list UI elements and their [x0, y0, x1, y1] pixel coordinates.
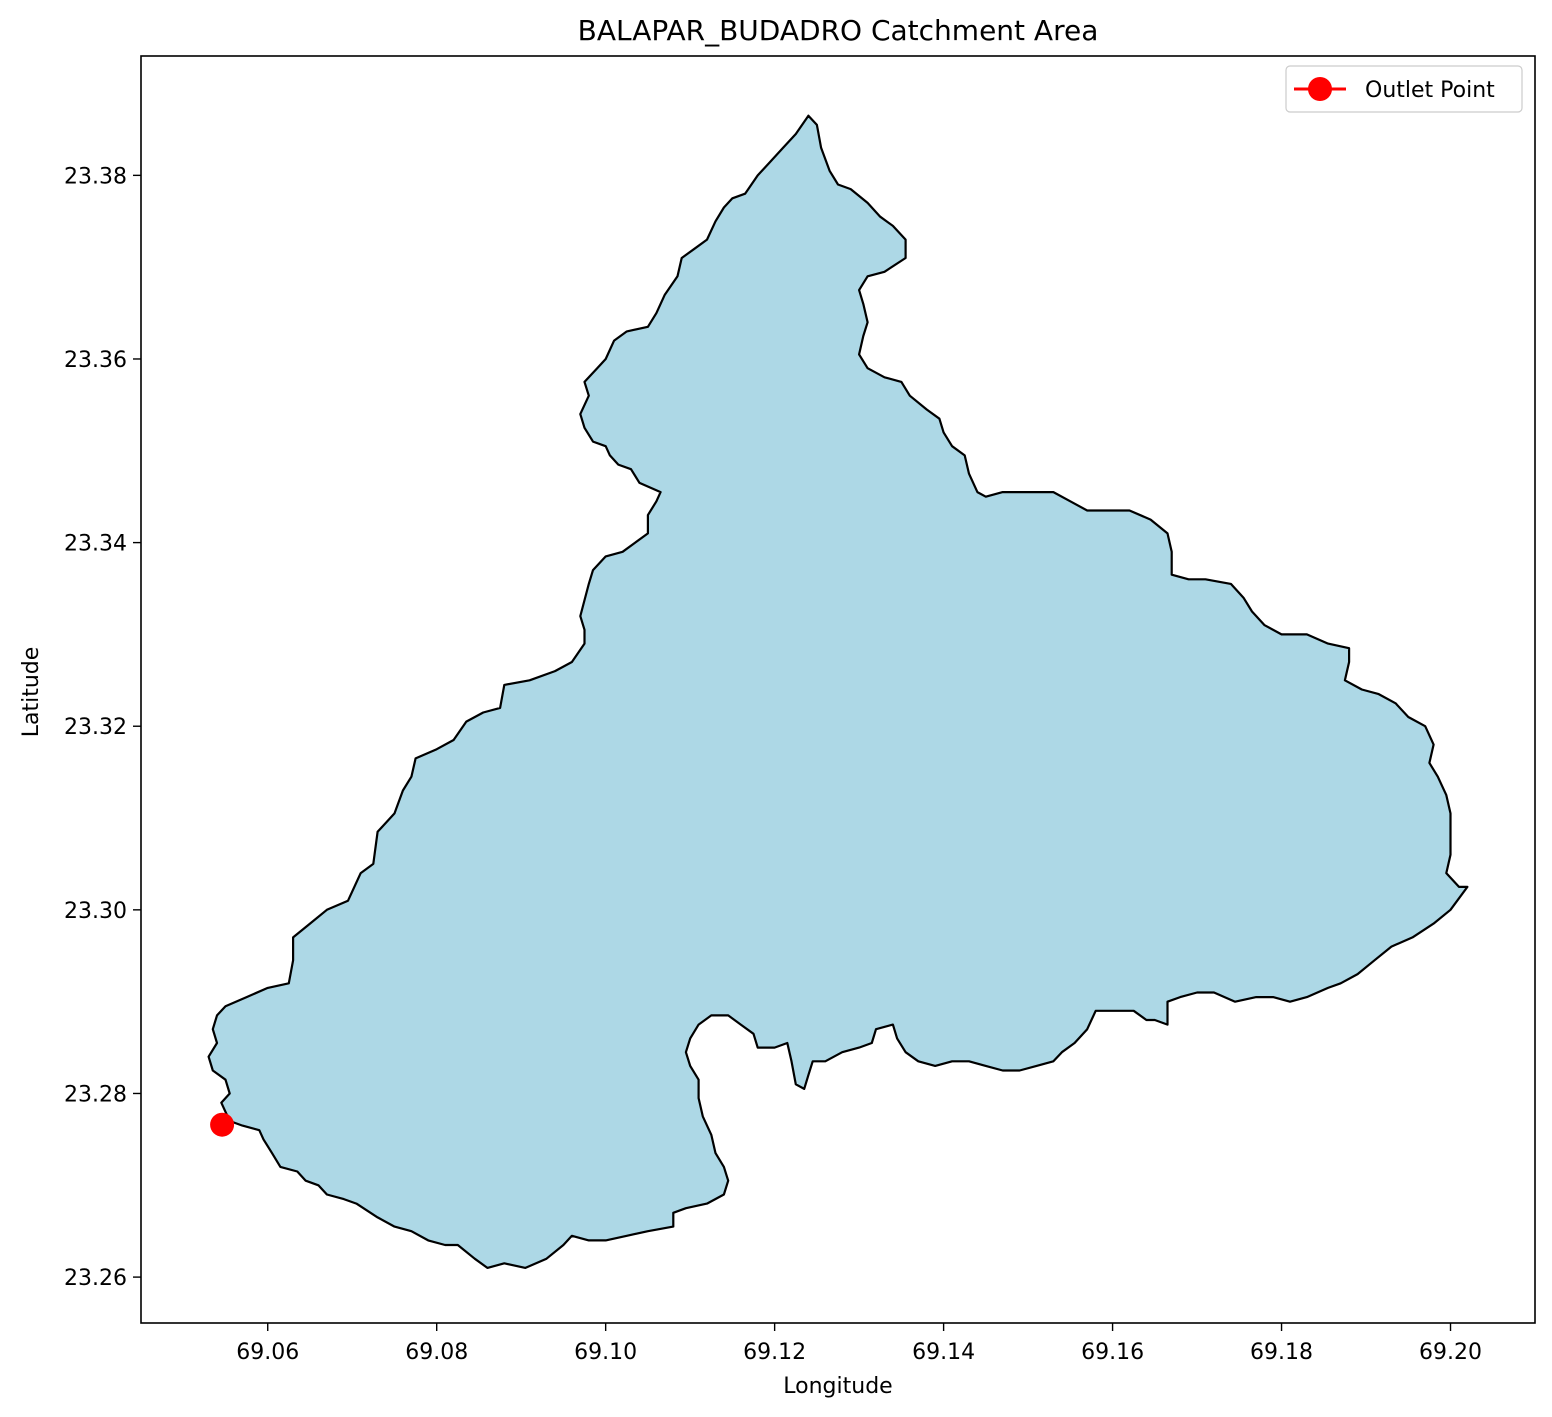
- x-tick-label: 69.14: [912, 1340, 975, 1365]
- y-axis: 23.26 23.28 23.30 23.32 23.34 23.36 23.38: [64, 164, 141, 1291]
- y-axis-label: Latitude: [19, 647, 44, 738]
- plot-area: [207, 114, 1469, 1270]
- y-tick-label: 23.36: [64, 348, 127, 373]
- x-axis: 69.06 69.08 69.10 69.12 69.14 69.16 69.18 69.20: [236, 1323, 1482, 1365]
- legend: Outlet Point: [1285, 65, 1523, 113]
- x-tick-label: 69.16: [1081, 1340, 1144, 1365]
- chart-title: BALAPAR_BUDADRO Catchment Area: [578, 14, 1099, 47]
- catchment-polygon: [207, 114, 1469, 1270]
- x-tick-label: 69.12: [743, 1340, 806, 1365]
- x-tick-label: 69.18: [1250, 1340, 1313, 1365]
- x-tick-label: 69.20: [1419, 1340, 1482, 1365]
- y-tick-label: 23.28: [64, 1082, 127, 1107]
- legend-marker-outlet: [1308, 77, 1332, 101]
- plot-frame: [140, 55, 1536, 1324]
- legend-entry-outlet-point: Outlet Point: [1365, 78, 1495, 103]
- y-tick-label: 23.30: [64, 899, 127, 924]
- y-tick-label: 23.26: [64, 1266, 127, 1291]
- x-tick-label: 69.08: [405, 1340, 468, 1365]
- y-tick-label: 23.32: [64, 715, 127, 740]
- y-tick-label: 23.34: [64, 532, 127, 557]
- x-axis-label: Longitude: [783, 1374, 892, 1399]
- x-tick-label: 69.10: [574, 1340, 637, 1365]
- legend-box: [1285, 65, 1523, 113]
- x-tick-label: 69.06: [236, 1340, 299, 1365]
- outlet-point-marker: [210, 1112, 235, 1137]
- y-tick-label: 23.38: [64, 164, 127, 189]
